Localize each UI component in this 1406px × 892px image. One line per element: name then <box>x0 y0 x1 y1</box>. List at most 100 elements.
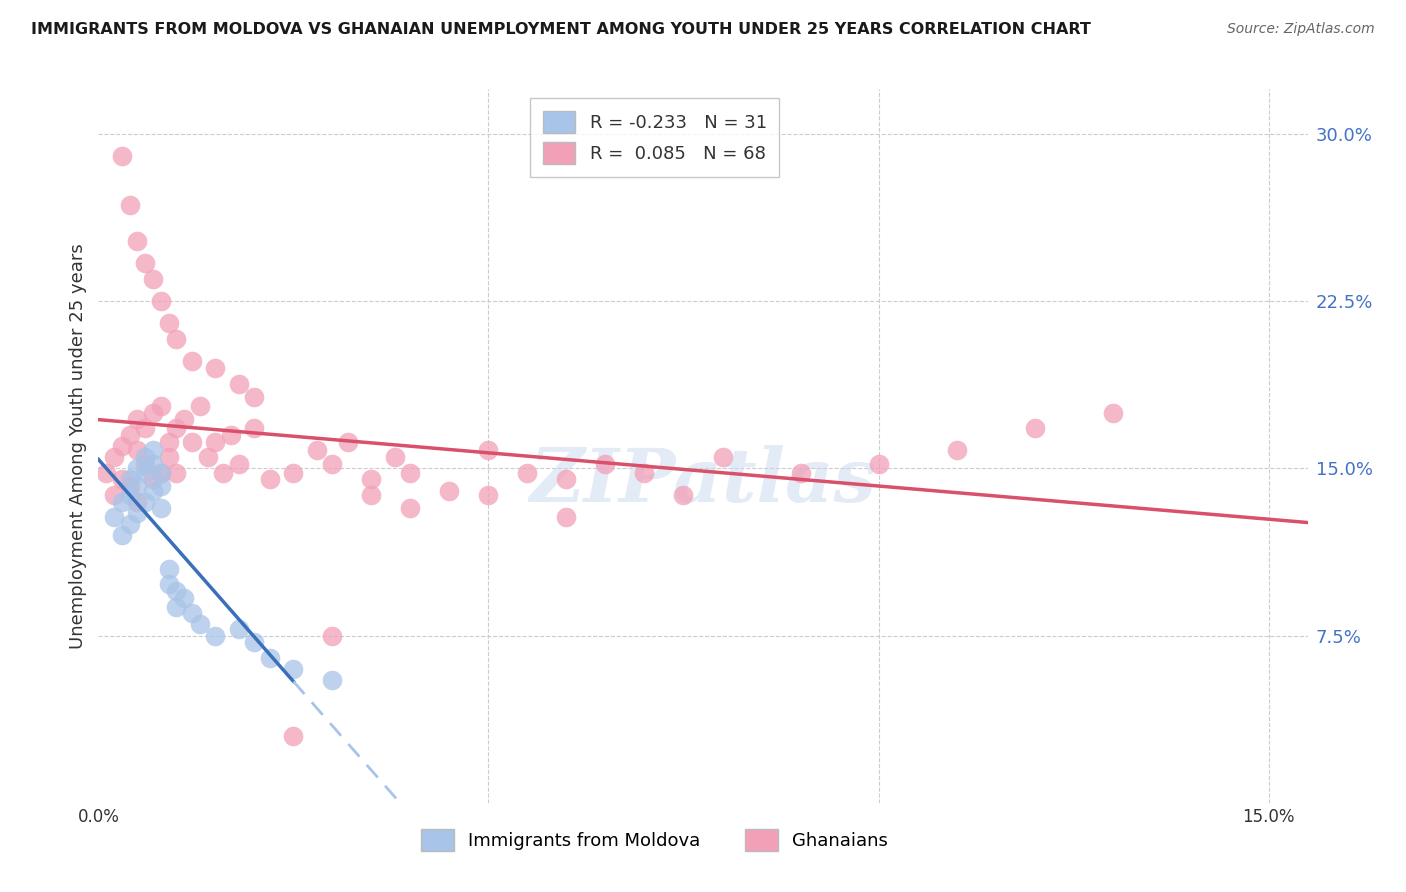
Point <box>259 473 281 487</box>
Text: Source: ZipAtlas.com: Source: ZipAtlas.com <box>1227 22 1375 37</box>
Point <box>259 651 281 665</box>
Point <box>134 494 156 508</box>
Point <box>157 577 180 591</box>
Point <box>103 488 125 502</box>
Point <box>157 434 180 449</box>
Point <box>212 466 235 480</box>
Point <box>118 488 141 502</box>
Point <box>111 528 134 542</box>
Point <box>149 479 172 493</box>
Point <box>321 628 343 642</box>
Point <box>711 450 734 464</box>
Point <box>127 234 149 248</box>
Point <box>305 443 328 458</box>
Point <box>111 494 134 508</box>
Point <box>868 457 890 471</box>
Point <box>439 483 461 498</box>
Point <box>134 457 156 471</box>
Point <box>118 198 141 212</box>
Point <box>165 466 187 480</box>
Point <box>149 501 172 516</box>
Point <box>134 466 156 480</box>
Point <box>633 466 655 480</box>
Point <box>360 473 382 487</box>
Point <box>111 149 134 163</box>
Point <box>127 479 149 493</box>
Point <box>181 434 204 449</box>
Point <box>555 473 578 487</box>
Point <box>134 256 156 270</box>
Point <box>399 466 422 480</box>
Point <box>555 510 578 524</box>
Point <box>321 457 343 471</box>
Text: ZIPatlas: ZIPatlas <box>530 445 876 518</box>
Point <box>243 421 266 435</box>
Point <box>165 599 187 614</box>
Point <box>219 427 242 442</box>
Point <box>188 399 211 413</box>
Point <box>399 501 422 516</box>
Point <box>173 591 195 605</box>
Point <box>165 332 187 346</box>
Point <box>142 443 165 458</box>
Legend: Immigrants from Moldova, Ghanaians: Immigrants from Moldova, Ghanaians <box>413 822 896 858</box>
Point <box>157 562 180 576</box>
Point <box>181 354 204 368</box>
Point <box>477 488 499 502</box>
Y-axis label: Unemployment Among Youth under 25 years: Unemployment Among Youth under 25 years <box>69 244 87 648</box>
Point <box>149 293 172 308</box>
Point <box>228 376 250 391</box>
Point <box>127 506 149 520</box>
Point <box>118 473 141 487</box>
Point <box>204 434 226 449</box>
Point <box>181 607 204 621</box>
Point <box>384 450 406 464</box>
Point <box>204 628 226 642</box>
Point <box>157 316 180 330</box>
Point <box>283 662 305 676</box>
Point <box>243 390 266 404</box>
Point <box>127 494 149 508</box>
Point <box>142 405 165 419</box>
Point <box>197 450 219 464</box>
Point <box>118 479 141 493</box>
Point <box>142 483 165 498</box>
Point <box>111 473 134 487</box>
Point <box>516 466 538 480</box>
Point <box>134 450 156 464</box>
Point <box>337 434 360 449</box>
Point <box>103 510 125 524</box>
Text: IMMIGRANTS FROM MOLDOVA VS GHANAIAN UNEMPLOYMENT AMONG YOUTH UNDER 25 YEARS CORR: IMMIGRANTS FROM MOLDOVA VS GHANAIAN UNEM… <box>31 22 1091 37</box>
Point <box>360 488 382 502</box>
Point <box>111 439 134 453</box>
Point <box>188 617 211 632</box>
Point <box>945 443 967 458</box>
Point <box>118 516 141 531</box>
Point <box>165 583 187 598</box>
Point <box>283 729 305 743</box>
Point <box>1101 405 1123 419</box>
Point <box>243 635 266 649</box>
Point <box>103 450 125 464</box>
Point <box>142 473 165 487</box>
Point <box>1024 421 1046 435</box>
Point <box>127 412 149 426</box>
Point <box>96 466 118 480</box>
Point <box>127 461 149 475</box>
Point <box>149 466 172 480</box>
Point <box>595 457 617 471</box>
Point <box>283 466 305 480</box>
Point <box>321 673 343 687</box>
Point <box>118 427 141 442</box>
Point <box>142 457 165 471</box>
Point <box>127 443 149 458</box>
Point <box>228 457 250 471</box>
Point <box>173 412 195 426</box>
Point <box>672 488 695 502</box>
Point <box>789 466 811 480</box>
Point <box>134 421 156 435</box>
Point <box>142 271 165 285</box>
Point <box>157 450 180 464</box>
Point <box>228 622 250 636</box>
Point <box>204 360 226 375</box>
